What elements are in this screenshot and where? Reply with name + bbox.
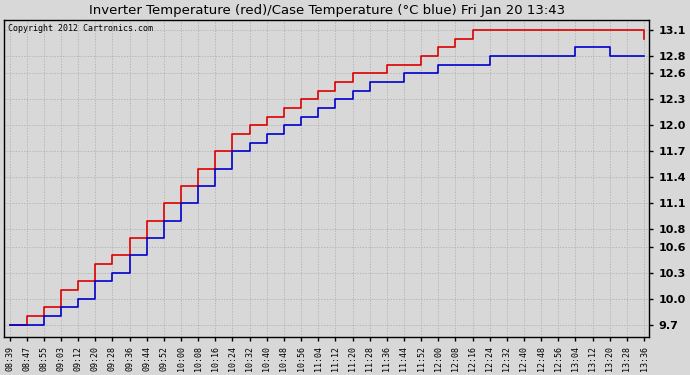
Title: Inverter Temperature (red)/Case Temperature (°C blue) Fri Jan 20 13:43: Inverter Temperature (red)/Case Temperat…: [89, 4, 565, 17]
Text: Copyright 2012 Cartronics.com: Copyright 2012 Cartronics.com: [8, 24, 152, 33]
